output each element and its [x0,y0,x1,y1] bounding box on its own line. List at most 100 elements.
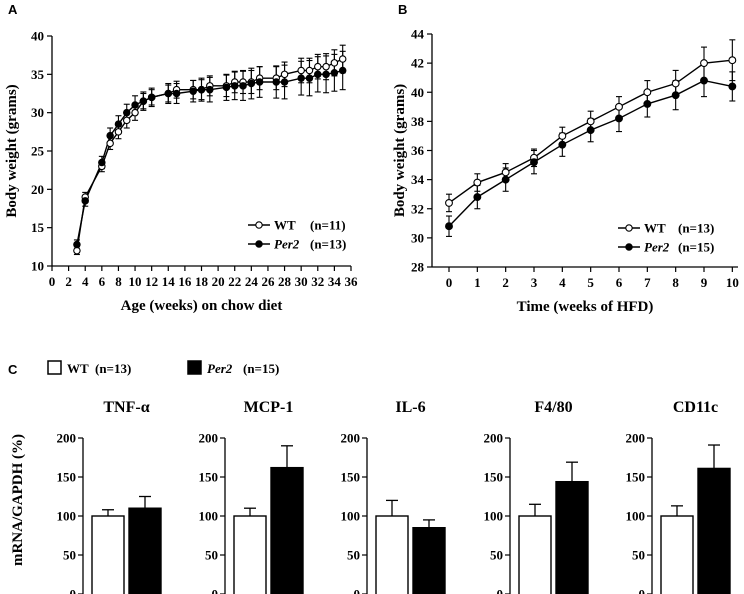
x-tick-label: 4 [559,275,566,290]
bar-wt [91,515,125,594]
y-tick-label: 0 [497,587,504,594]
legend-swatch-wt [47,360,62,375]
data-point-per2 [615,114,623,123]
y-tick-label: 100 [626,509,646,524]
bar-per2 [412,527,446,594]
legend-count: (n=13) [310,237,346,252]
x-tick-label: 6 [616,275,623,290]
x-tick-label: 3 [531,275,538,290]
y-tick-label: 0 [70,587,77,594]
x-tick-label: 14 [162,274,176,289]
y-tick-label: 50 [632,548,645,563]
data-point-per2 [305,74,314,82]
y-tick-label: 150 [199,470,219,485]
x-tick-label: 0 [49,274,56,289]
data-point-wt [643,88,652,97]
data-point-wt [131,108,139,117]
y-tick-label: 35 [31,67,45,82]
bar-per2 [555,480,589,594]
y-tick-label: 150 [57,470,77,485]
y-axis-title: mRNA/GAPDH (%) [10,434,26,566]
data-point-per2 [206,85,214,94]
y-tick-label: 150 [626,470,646,485]
data-point-per2 [322,70,330,79]
y-tick-label: 200 [199,431,219,446]
y-axis-title: Body weight (grams) [392,84,408,217]
x-tick-label: 10 [726,275,739,290]
x-tick-label: 10 [129,274,142,289]
x-axis-title: Time (weeks of HFD) [517,299,654,315]
x-tick-label: 8 [115,274,122,289]
legend-marker [625,243,633,251]
bar-chart-mcp-1: MCP-1 0 50 100 150 200 [199,399,304,594]
data-point-per2 [272,78,280,86]
data-point-per2 [280,78,289,86]
data-point-wt [501,168,510,177]
y-tick-label: 50 [205,548,218,563]
data-point-per2 [330,69,339,77]
panel-c-bar-charts: WT (n=13) Per2 (n=15) mRNA/GAPDH (%) TNF-α 0 50… [10,360,731,594]
data-point-wt [473,178,482,187]
x-tick-label: 24 [245,274,259,289]
x-tick-label: 36 [345,274,359,289]
x-tick-label: 6 [99,274,106,289]
y-tick-label: 100 [341,509,361,524]
panel-label-c: C [8,362,18,377]
bar-chart-tnf-: TNF-α 0 50 100 150 200 [57,399,162,594]
y-tick-label: 200 [57,431,77,446]
x-tick-label: 22 [228,274,241,289]
data-point-per2 [73,240,81,249]
x-tick-label: 32 [311,274,324,289]
panel-label-a: A [8,2,18,17]
y-tick-label: 36 [411,143,425,158]
x-tick-label: 4 [82,274,89,289]
data-point-wt [671,79,680,88]
data-point-per2 [189,87,197,95]
x-tick-label: 18 [195,274,209,289]
y-tick-label: 50 [490,548,503,563]
panel-label-b: B [398,2,407,17]
x-tick-label: 5 [587,275,594,290]
data-point-wt [330,59,339,67]
y-tick-label: 0 [354,587,361,594]
bar-chart-title: CD11c [673,399,718,416]
x-tick-label: 16 [178,274,192,289]
x-axis-title: Age (weeks) on chow diet [121,298,283,314]
bar-per2 [697,467,731,594]
data-point-wt [305,66,314,75]
data-point-per2 [131,101,139,109]
data-point-per2 [700,76,708,85]
data-point-per2 [445,222,453,231]
data-point-per2 [81,197,89,205]
y-tick-label: 32 [411,201,424,216]
x-tick-label: 8 [672,275,679,290]
data-point-per2 [255,78,264,86]
data-point-per2 [314,70,322,79]
legend-name: WT [274,218,296,233]
bar-per2 [128,507,162,594]
legend-marker [255,240,263,248]
data-point-per2 [643,99,652,108]
data-point-per2 [247,79,256,88]
data-point-wt [73,246,81,255]
x-tick-label: 1 [474,275,481,290]
y-tick-label: 20 [31,182,44,197]
data-point-wt [700,59,708,68]
y-tick-label: 0 [639,587,646,594]
data-point-wt [338,55,347,63]
y-tick-label: 15 [31,220,45,235]
y-tick-label: 38 [411,114,425,129]
legend-name: WT [67,361,89,376]
data-point-per2 [114,120,123,128]
bar-chart-il-6: IL-6 0 50 100 150 200 [341,399,446,594]
data-point-per2 [728,82,737,91]
data-point-wt [280,70,289,79]
x-tick-label: 30 [295,274,308,289]
y-tick-label: 44 [411,27,425,42]
data-point-per2 [558,140,567,149]
y-tick-label: 30 [411,230,424,245]
x-tick-label: 34 [328,274,342,289]
y-tick-label: 34 [411,172,425,187]
